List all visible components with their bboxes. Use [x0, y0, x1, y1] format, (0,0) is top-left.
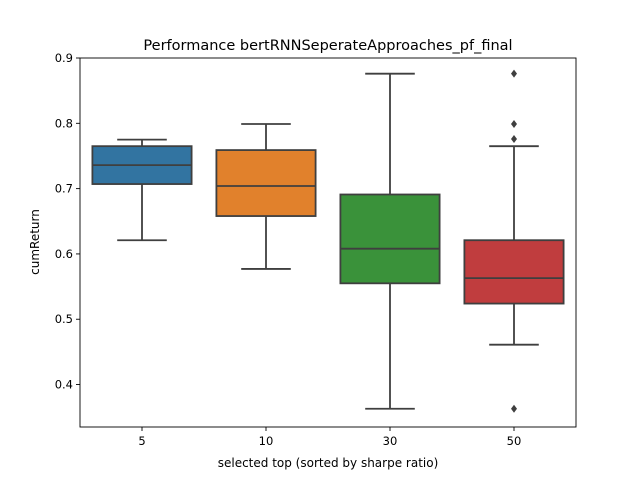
y-tick-label: 0.5 — [55, 312, 73, 326]
chart-title: Performance bertRNNSeperateApproaches_pf… — [143, 38, 512, 54]
y-axis-label: cumReturn — [28, 209, 42, 275]
x-tick-label: 30 — [383, 434, 398, 448]
box-group-50 — [463, 69, 565, 413]
outlier-point — [511, 134, 517, 143]
outlier-point — [511, 119, 517, 128]
box-iqr — [339, 193, 441, 285]
x-tick-label: 50 — [507, 434, 522, 448]
box-iqr — [215, 149, 317, 217]
box-group-10 — [215, 123, 317, 270]
y-tick-label: 0.8 — [55, 116, 73, 130]
y-tick-label: 0.6 — [55, 247, 73, 261]
x-tick-label: 5 — [138, 434, 145, 448]
y-tick-label: 0.9 — [55, 51, 73, 65]
outlier-point — [511, 69, 517, 78]
plot-area — [91, 69, 565, 413]
axes-frame — [79, 57, 577, 428]
y-tick-label: 0.4 — [55, 378, 73, 392]
box-iqr — [463, 239, 565, 305]
outlier-point — [511, 404, 517, 413]
x-tick-label: 10 — [259, 434, 274, 448]
y-tick-label: 0.7 — [55, 182, 73, 196]
x-axis-label: selected top (sorted by sharpe ratio) — [218, 456, 439, 470]
box-group-5 — [91, 138, 193, 242]
box-group-30 — [339, 72, 441, 410]
